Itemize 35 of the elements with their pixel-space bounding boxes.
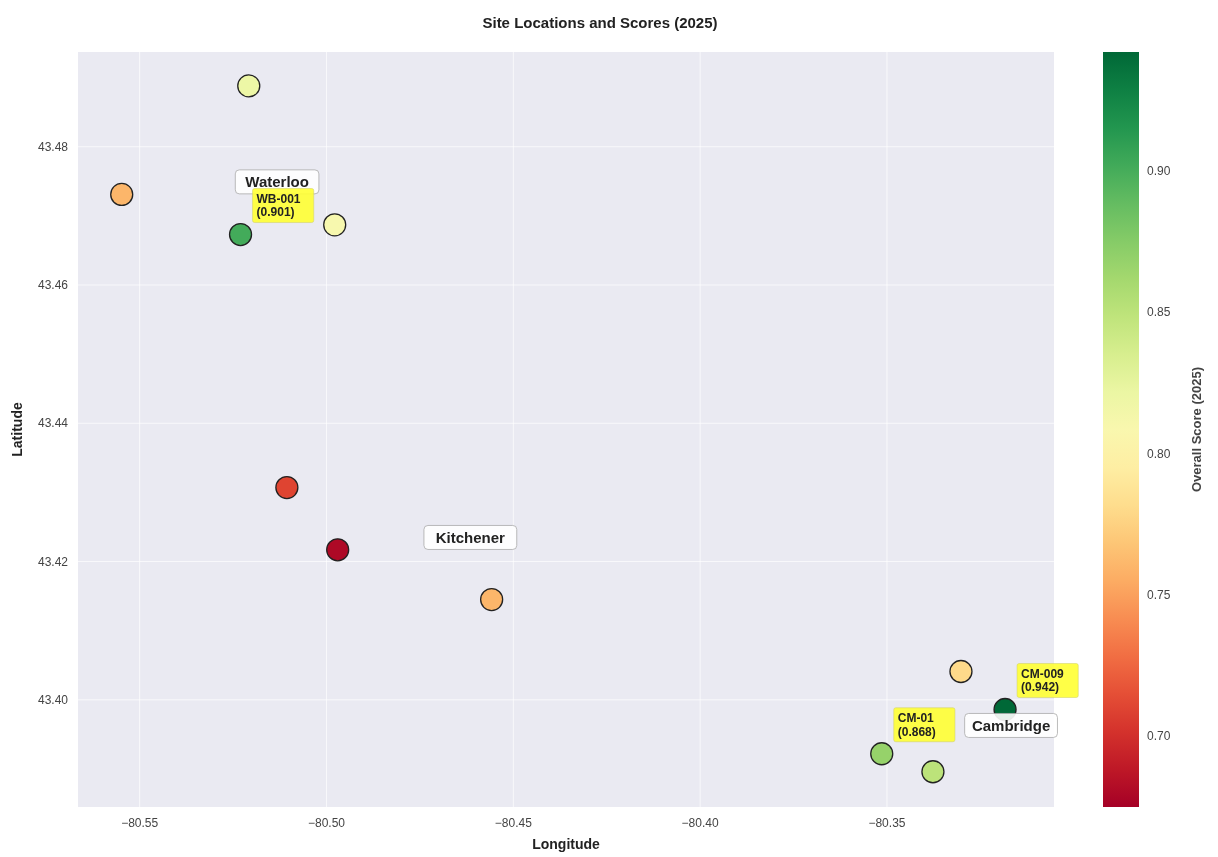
annotation: Cambridge <box>971 716 1051 734</box>
x-tick-label: −80.55 <box>121 816 159 830</box>
y-tick-label: 43.44 <box>37 416 69 431</box>
x-axis-title: Longitude <box>532 836 601 852</box>
color-bar-label: 0.90 <box>1147 163 1171 178</box>
color-bar-label: 0.85 <box>1147 305 1171 320</box>
point <box>870 742 894 766</box>
x-tick-label: −80.40 <box>681 816 719 830</box>
y-axis-title: Latitude <box>9 402 25 457</box>
y-tick-label: 43.46 <box>37 278 69 292</box>
y-tick-label: 43.48 <box>37 139 69 154</box>
x-tick-label: −80.35 <box>868 816 906 830</box>
y-tick-label: 43.42 <box>37 554 69 569</box>
annotation: Kitchener <box>435 528 506 546</box>
x-tick-label: −80.50 <box>307 816 346 830</box>
point <box>275 475 299 500</box>
point <box>228 222 253 247</box>
color-bar-label: 0.80 <box>1147 446 1171 461</box>
point <box>949 659 973 684</box>
chart-title: Site Locations and Scores (2025) <box>482 14 718 31</box>
color-bar-title: Overall Score (2025) <box>1189 366 1204 493</box>
annotation: CM-009 (0.942) <box>1021 666 1065 695</box>
point <box>110 182 134 207</box>
x-tick-label: −80.45 <box>494 816 533 830</box>
annotation: WB-001 (0.901) <box>256 191 301 220</box>
color-bar-label: 0.75 <box>1147 587 1171 602</box>
point <box>237 74 261 98</box>
point <box>323 213 347 237</box>
point <box>479 587 504 612</box>
annotation: Waterloo <box>245 173 309 191</box>
point <box>921 760 945 784</box>
color-bar-label: 0.70 <box>1147 729 1171 744</box>
point <box>326 538 350 562</box>
y-tick-label: 43.40 <box>37 692 69 707</box>
annotation: CM-01 (0.868) <box>897 710 936 739</box>
